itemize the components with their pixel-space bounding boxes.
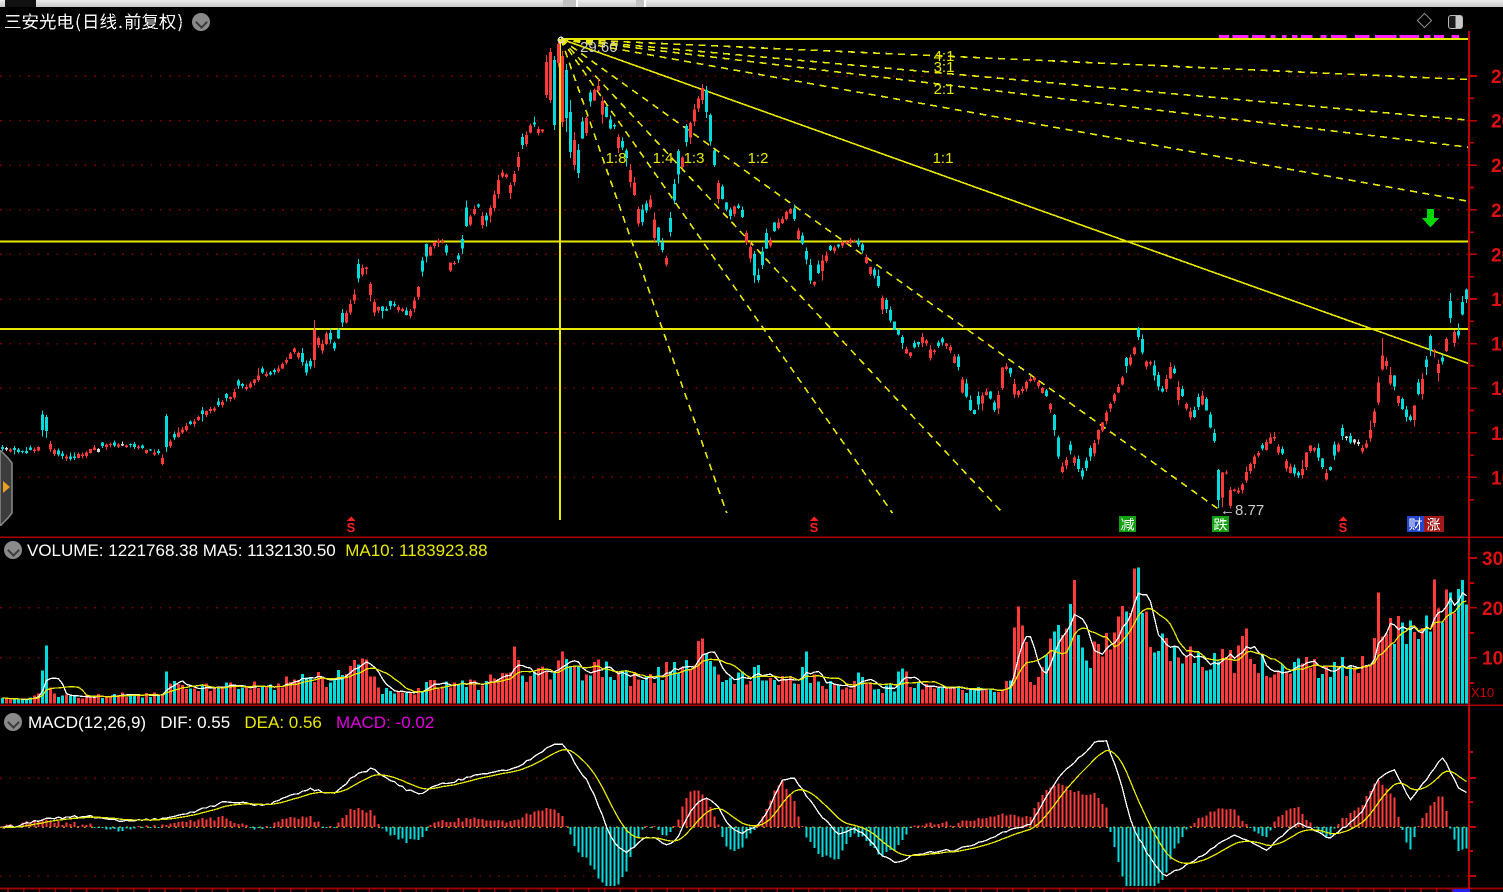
svg-text:1:2: 1:2 — [748, 150, 769, 167]
svg-text:14: 14 — [1491, 379, 1503, 400]
svg-text:24: 24 — [1491, 156, 1503, 177]
svg-text:S: S — [810, 520, 819, 535]
svg-text:20: 20 — [1491, 245, 1503, 266]
svg-text:20: 20 — [1482, 599, 1503, 620]
svg-text:28: 28 — [1491, 67, 1503, 88]
svg-text:S: S — [1339, 520, 1348, 535]
svg-text:12: 12 — [1491, 424, 1503, 445]
svg-text:29.60: 29.60 — [580, 39, 618, 56]
svg-text:10: 10 — [1491, 468, 1503, 489]
svg-text:16: 16 — [1491, 335, 1503, 356]
svg-text:3:1: 3:1 — [934, 59, 955, 76]
svg-text:1:1: 1:1 — [933, 150, 954, 167]
svg-text:18: 18 — [1491, 290, 1503, 311]
svg-text:4:1: 4:1 — [934, 48, 955, 65]
svg-text:30: 30 — [1482, 549, 1503, 570]
svg-text:1:8: 1:8 — [606, 150, 627, 167]
svg-text:1:3: 1:3 — [684, 150, 705, 167]
svg-text:←8.77: ←8.77 — [1220, 502, 1264, 519]
svg-text:X10: X10 — [1471, 685, 1494, 700]
svg-text:10: 10 — [1482, 649, 1503, 670]
svg-text:22: 22 — [1491, 201, 1503, 222]
svg-text:26: 26 — [1491, 112, 1503, 133]
svg-text:S: S — [347, 520, 356, 535]
svg-text:1:4: 1:4 — [653, 150, 674, 167]
svg-text:2:1: 2:1 — [934, 81, 955, 98]
